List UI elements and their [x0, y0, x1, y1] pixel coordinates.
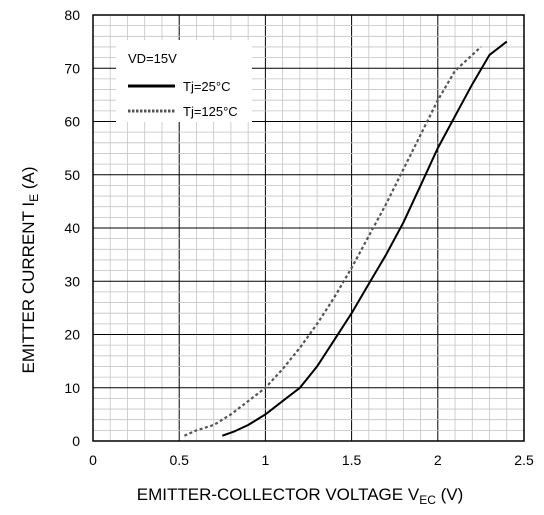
legend: VD=15V Tj=25°C Tj=125°C	[116, 40, 252, 122]
y-axis-title: EMITTER CURRENT IE (A)	[19, 167, 41, 374]
plot-frame	[92, 14, 525, 442]
y-tick-label: 70	[64, 60, 80, 76]
x-tick-label: 0.5	[169, 452, 189, 468]
legend-box	[116, 40, 252, 122]
legend-label-25c: Tj=25°C	[183, 79, 230, 94]
y-tick-label: 0	[72, 433, 80, 449]
x-tick-label: 0	[89, 452, 97, 468]
x-axis-title-sub: EC	[419, 493, 436, 507]
y-tick-label: 80	[64, 7, 80, 23]
x-tick-label: 2.5	[514, 452, 534, 468]
y-tick-label: 10	[64, 380, 80, 396]
y-tick-label: 20	[64, 327, 80, 343]
y-axis-title-sub: E	[27, 194, 41, 202]
legend-label-125c: Tj=125°C	[183, 104, 238, 119]
legend-title: VD=15V	[128, 51, 177, 66]
x-axis-title-unit: (V)	[436, 485, 463, 504]
y-tick-label: 30	[64, 273, 80, 289]
tick-labels: 0 0.5 1 1.5 2 2.5 0 10 20 30 40 50 60 70 80	[64, 7, 534, 468]
series-line-tj-25c	[221, 40, 508, 437]
x-tick-label: 1.5	[342, 452, 362, 468]
y-axis-title-main: EMITTER CURRENT I	[19, 202, 38, 374]
y-axis-title-unit: (A)	[19, 167, 38, 194]
series-lines	[183, 40, 508, 437]
x-axis-title: EMITTER-COLLECTOR VOLTAGE VEC (V)	[137, 485, 464, 507]
y-tick-label: 40	[64, 220, 80, 236]
y-tick-label: 50	[64, 167, 80, 183]
x-axis-title-main: EMITTER-COLLECTOR VOLTAGE V	[137, 485, 420, 504]
y-tick-label: 60	[64, 114, 80, 130]
x-tick-label: 1	[262, 452, 270, 468]
x-tick-label: 2	[434, 452, 442, 468]
series-line-tj-125c	[183, 46, 482, 437]
